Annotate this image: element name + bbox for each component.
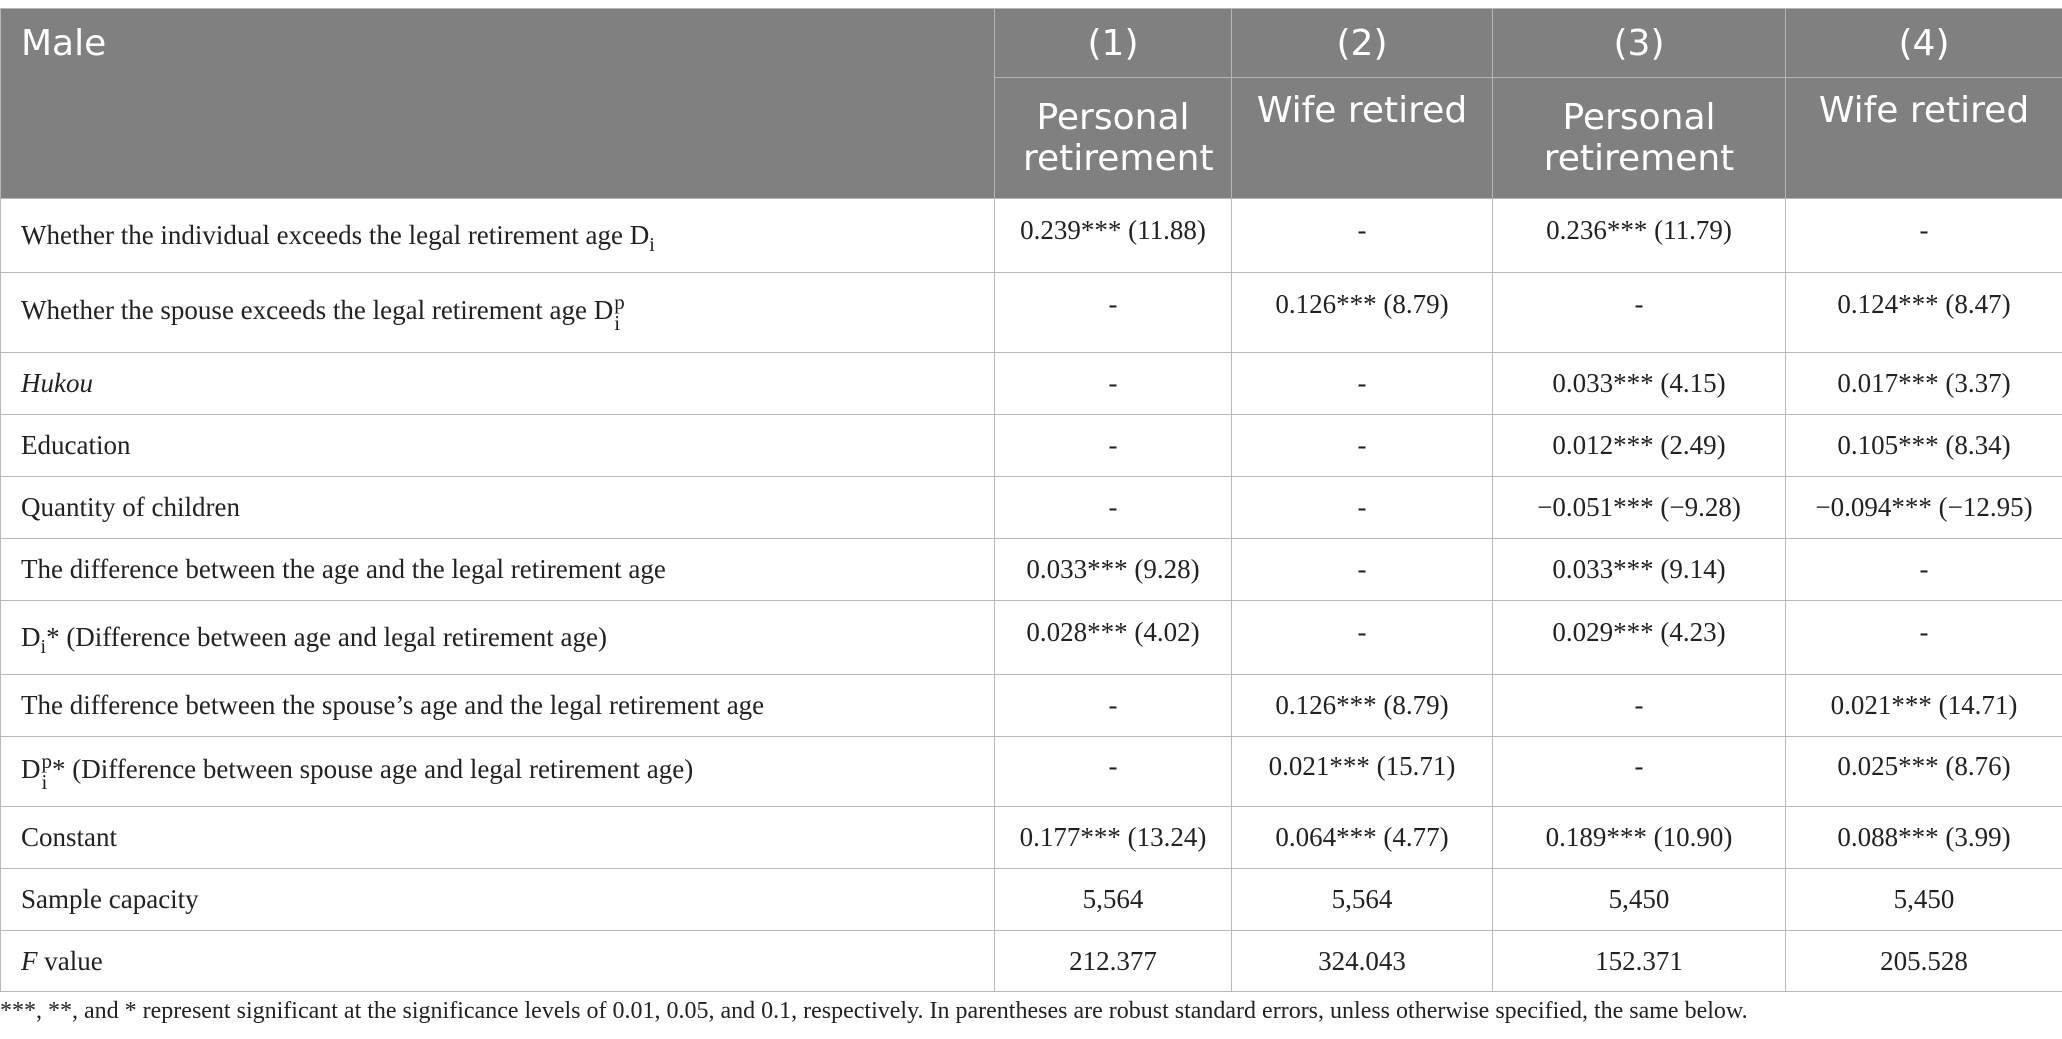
column-label: Wife retired (1231, 77, 1493, 199)
table-cell: −0.051*** (−9.28) (1492, 476, 1786, 539)
table-cell: 0.029*** (4.23) (1492, 600, 1786, 675)
table-cell: 205.528 (1785, 930, 2062, 992)
table-cell: 0.239*** (11.88) (994, 198, 1232, 273)
table-cell: - (994, 414, 1232, 477)
table-cell: −0.094*** (−12.95) (1785, 476, 2062, 539)
row-label: F value (0, 930, 995, 992)
table-cell: 0.033*** (9.28) (994, 538, 1232, 601)
table-row: The difference between the spouse’s age … (0, 674, 2062, 737)
row-label: Di* (Difference between age and legal re… (0, 600, 995, 675)
table-cell: - (1231, 198, 1493, 273)
row-label: Education (0, 414, 995, 477)
table-cell: - (1785, 198, 2062, 273)
table-cell: 0.177*** (13.24) (994, 806, 1232, 869)
table-cell: 0.025*** (8.76) (1785, 736, 2062, 807)
table-cell: - (1231, 538, 1493, 601)
table-cell: - (1492, 272, 1786, 353)
table-row: Education - - 0.012*** (2.49) 0.105*** (… (0, 414, 2062, 477)
table-cell: 5,564 (1231, 868, 1493, 931)
table-row: Whether the spouse exceeds the legal ret… (0, 272, 2062, 353)
header-row-labels: Personal retirement Wife retired Persona… (1, 77, 2062, 199)
column-number: (4) (1785, 8, 2062, 78)
table-cell: - (994, 352, 1232, 415)
row-label: Quantity of children (0, 476, 995, 539)
table-cell: - (1492, 674, 1786, 737)
table-footnote: ***, **, and * represent significant at … (0, 998, 1748, 1024)
row-label: Hukou (0, 352, 995, 415)
table-cell: 0.189*** (10.90) (1492, 806, 1786, 869)
table-cell: 0.021*** (14.71) (1785, 674, 2062, 737)
table-cell: - (994, 674, 1232, 737)
row-label: Whether the spouse exceeds the legal ret… (0, 272, 995, 353)
table-row: Sample capacity 5,564 5,564 5,450 5,450 (0, 868, 2062, 931)
table-cell: 152.371 (1492, 930, 1786, 992)
column-number: (1) (994, 8, 1232, 78)
table-cell: - (1231, 476, 1493, 539)
table-cell: - (1231, 414, 1493, 477)
table-cell: 5,450 (1785, 868, 2062, 931)
table-cell: 0.028*** (4.02) (994, 600, 1232, 675)
column-number: (2) (1231, 8, 1493, 78)
regression-table: Male (1) (2) (3) (4) Personal retirement… (0, 8, 2062, 992)
table-cell: 0.064*** (4.77) (1231, 806, 1493, 869)
table-cell: - (1231, 600, 1493, 675)
table-cell: 0.088*** (3.99) (1785, 806, 2062, 869)
table-cell: 5,450 (1492, 868, 1786, 931)
table-cell: - (1231, 352, 1493, 415)
table-cell: - (994, 476, 1232, 539)
row-label: The difference between the age and the l… (0, 538, 995, 601)
table-cell: - (1785, 538, 2062, 601)
table-row: Whether the individual exceeds the legal… (0, 198, 2062, 273)
table-cell: 0.033*** (4.15) (1492, 352, 1786, 415)
table-row: F value 212.377 324.043 152.371 205.528 (0, 930, 2062, 992)
table-row: Constant 0.177*** (13.24) 0.064*** (4.77… (0, 806, 2062, 869)
table-cell: 0.033*** (9.14) (1492, 538, 1786, 601)
table-row: The difference between the age and the l… (0, 538, 2062, 601)
table-row: Hukou - - 0.033*** (4.15) 0.017*** (3.37… (0, 352, 2062, 415)
table-cell: 0.126*** (8.79) (1231, 272, 1493, 353)
table-cell: 0.126*** (8.79) (1231, 674, 1493, 737)
column-label: Personal retirement (1492, 77, 1786, 199)
table-cell: 0.021*** (15.71) (1231, 736, 1493, 807)
table-row: Quantity of children - - −0.051*** (−9.2… (0, 476, 2062, 539)
table-cell: - (1492, 736, 1786, 807)
table-cell: 0.012*** (2.49) (1492, 414, 1786, 477)
table-cell: 324.043 (1231, 930, 1493, 992)
column-number: (3) (1492, 8, 1786, 78)
row-label: Sample capacity (0, 868, 995, 931)
column-label: Personal retirement (994, 77, 1232, 199)
row-label: Whether the individual exceeds the legal… (0, 198, 995, 273)
table-cell: 5,564 (994, 868, 1232, 931)
header-row-numbers: Male (1) (2) (3) (4) (0, 8, 2062, 199)
table-cell: - (1785, 600, 2062, 675)
table-cell: 212.377 (994, 930, 1232, 992)
table-cell: 0.236*** (11.79) (1492, 198, 1786, 273)
table-cell: 0.105*** (8.34) (1785, 414, 2062, 477)
table-cell: 0.124*** (8.47) (1785, 272, 2062, 353)
table-cell: - (994, 272, 1232, 353)
column-label: Wife retired (1785, 77, 2062, 199)
row-label: The difference between the spouse’s age … (0, 674, 995, 737)
table-cell: 0.017*** (3.37) (1785, 352, 2062, 415)
table-cell: - (994, 736, 1232, 807)
stub-header: Male (0, 8, 995, 199)
table-row: Di* (Difference between age and legal re… (0, 600, 2062, 675)
row-label: Constant (0, 806, 995, 869)
